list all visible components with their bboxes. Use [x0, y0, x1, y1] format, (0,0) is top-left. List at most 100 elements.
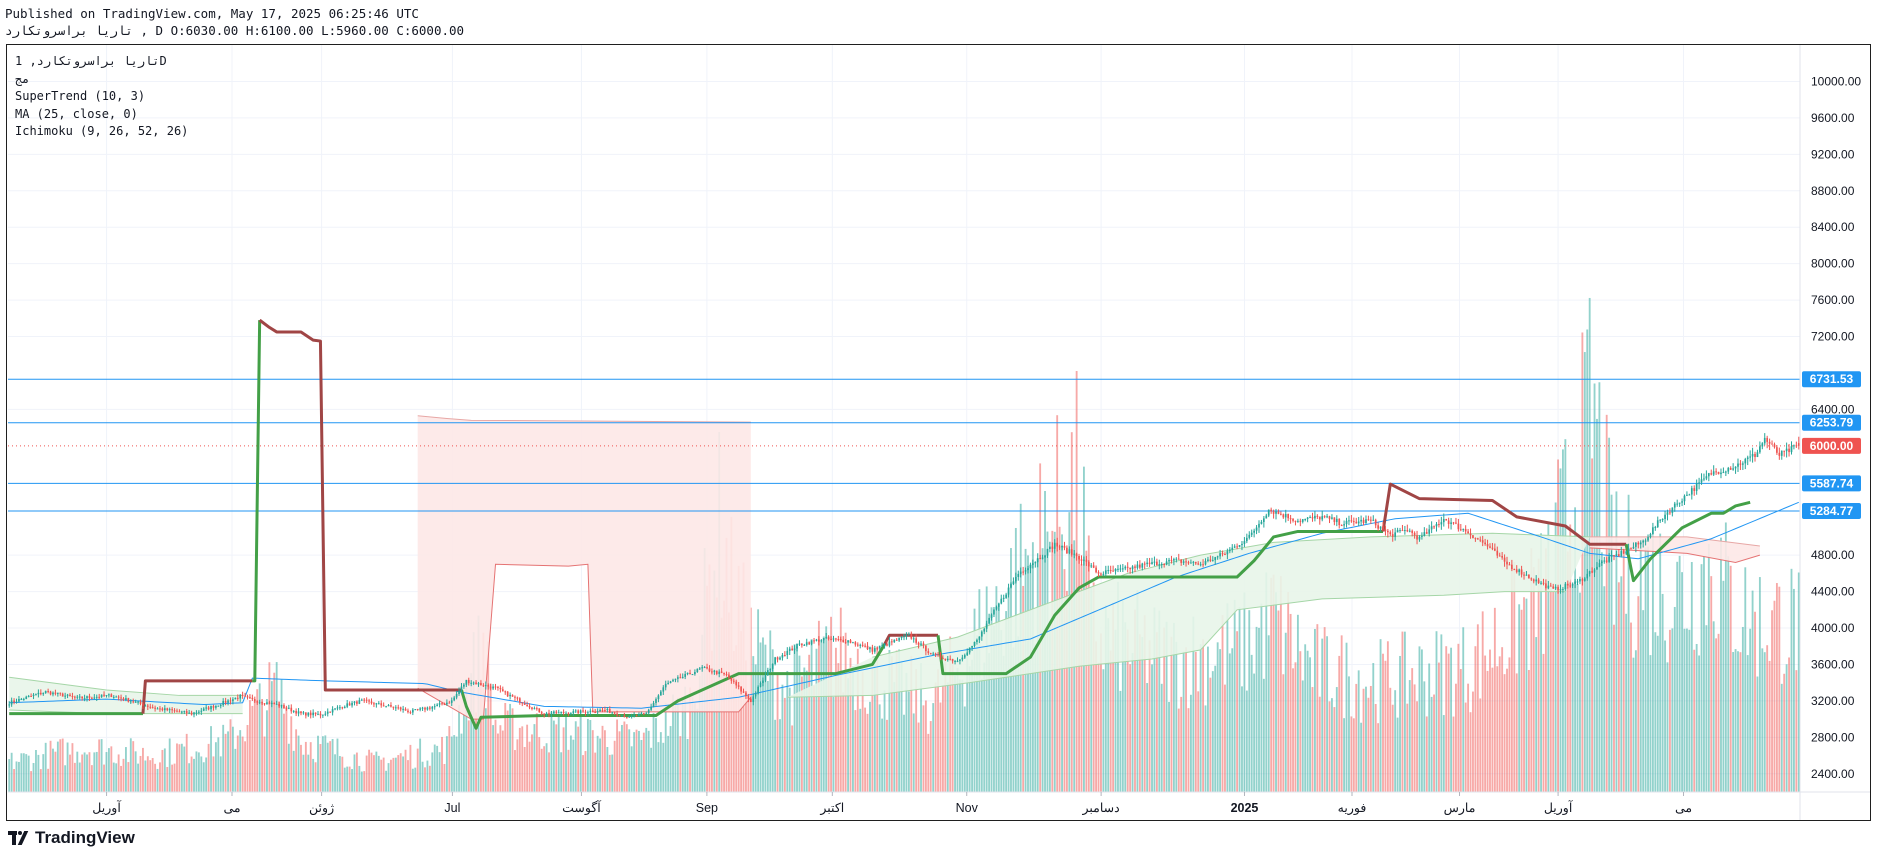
volume-bar [1795, 670, 1798, 792]
candle-body [1763, 437, 1766, 444]
volume-bar [995, 586, 998, 792]
candle-body [178, 711, 181, 713]
volume-bar [460, 733, 463, 792]
volume-bar [667, 735, 670, 792]
volume-bar [1262, 678, 1265, 792]
candle-body [798, 643, 801, 645]
volume-bar [584, 751, 587, 792]
volume-bar [1686, 628, 1688, 792]
volume-bar [672, 694, 674, 792]
volume-bar [606, 747, 609, 792]
volume-bar [1141, 636, 1144, 792]
candle-body [1566, 583, 1569, 586]
candle-body [1301, 519, 1304, 522]
volume-bar [297, 735, 300, 792]
volume-bar [394, 757, 397, 792]
candle-body [932, 653, 935, 655]
candle-body [61, 693, 64, 697]
candle-body [587, 712, 589, 714]
volume-bar [93, 752, 96, 792]
tradingview-brand[interactable]: TradingView [8, 828, 135, 848]
volume-bar [1627, 494, 1630, 792]
volume-bar [1741, 626, 1744, 792]
candle-body [492, 686, 494, 689]
candle-body [801, 643, 803, 646]
candle-body [1272, 511, 1275, 514]
candle-body [854, 642, 857, 645]
candle-body [1005, 594, 1007, 598]
volume-bar [1226, 603, 1229, 792]
volume-bar [453, 735, 456, 792]
volume-bar [312, 758, 315, 792]
candle-body [1776, 447, 1778, 453]
candle-body [1265, 515, 1268, 519]
candle-body [1070, 549, 1073, 555]
volume-bar [601, 725, 604, 792]
volume-bar [258, 683, 261, 792]
volume-bar [431, 752, 434, 792]
legend-supertrend[interactable]: SuperTrend (10, 3) [15, 89, 146, 103]
volume-bar [1474, 646, 1477, 792]
candle-body [215, 705, 217, 708]
candle-body [550, 713, 553, 715]
volume-bar [861, 672, 864, 792]
candle-body [300, 711, 302, 714]
volume-bar [35, 750, 37, 792]
candle-body [134, 701, 137, 703]
candle-body [689, 672, 691, 675]
volume-bar [852, 666, 854, 792]
cloud-span-a [9, 676, 243, 696]
candle-body [1739, 463, 1742, 465]
volume-bar [1413, 684, 1416, 792]
volume-bar [1323, 627, 1326, 792]
candle-body [151, 707, 154, 709]
time-tick-label: اکتبر [819, 801, 844, 816]
volume-bar [803, 667, 806, 792]
volume-bar [421, 761, 424, 792]
volume-bar [319, 744, 322, 792]
candle-body [322, 714, 324, 716]
volume-bar [684, 686, 687, 792]
volume-bar [370, 752, 373, 792]
volume-bar [978, 589, 981, 792]
legend-ma[interactable]: MA (25, close, 0) [15, 106, 138, 121]
candle-body [985, 623, 988, 629]
candle-body [1360, 519, 1362, 522]
brand-name: TradingView [35, 828, 135, 847]
volume-bar [1403, 631, 1406, 792]
legend-symbol[interactable]: تاریا براسروتکارد, 1D [15, 54, 167, 68]
price-tick-label: 4400.00 [1811, 585, 1855, 599]
volume-bar [49, 740, 52, 792]
candle-body [98, 696, 101, 698]
candle-body [869, 647, 871, 650]
volume-bar [509, 703, 512, 792]
candle-body [1352, 521, 1355, 523]
candle-body [951, 658, 954, 662]
volume-bar [324, 735, 327, 792]
candle-body [740, 686, 742, 692]
candle-body [132, 701, 135, 703]
candle-body [387, 705, 390, 707]
legend-ichimoku[interactable]: Ichimoku (9, 26, 52, 26) [15, 124, 189, 138]
volume-bar [1566, 551, 1569, 792]
volume-bar [1510, 566, 1513, 792]
volume-bar [543, 746, 546, 792]
candle-body [1207, 559, 1209, 562]
volume-bar [1780, 683, 1783, 792]
volume-bar [545, 743, 548, 792]
volume-bar [1158, 610, 1161, 792]
volume-bar [504, 702, 507, 792]
candle-body [108, 694, 110, 696]
volume-bar [219, 756, 222, 792]
volume-bar [1333, 707, 1336, 792]
chart-frame[interactable] [6, 44, 1871, 821]
volume-bar [927, 733, 930, 792]
volume-bar [771, 649, 774, 792]
candle-body [1511, 564, 1513, 570]
candle-body [757, 686, 759, 694]
candle-body [32, 694, 35, 697]
volume-bar [766, 680, 769, 792]
price-level-badge [1802, 437, 1861, 454]
volume-bar [890, 656, 893, 792]
